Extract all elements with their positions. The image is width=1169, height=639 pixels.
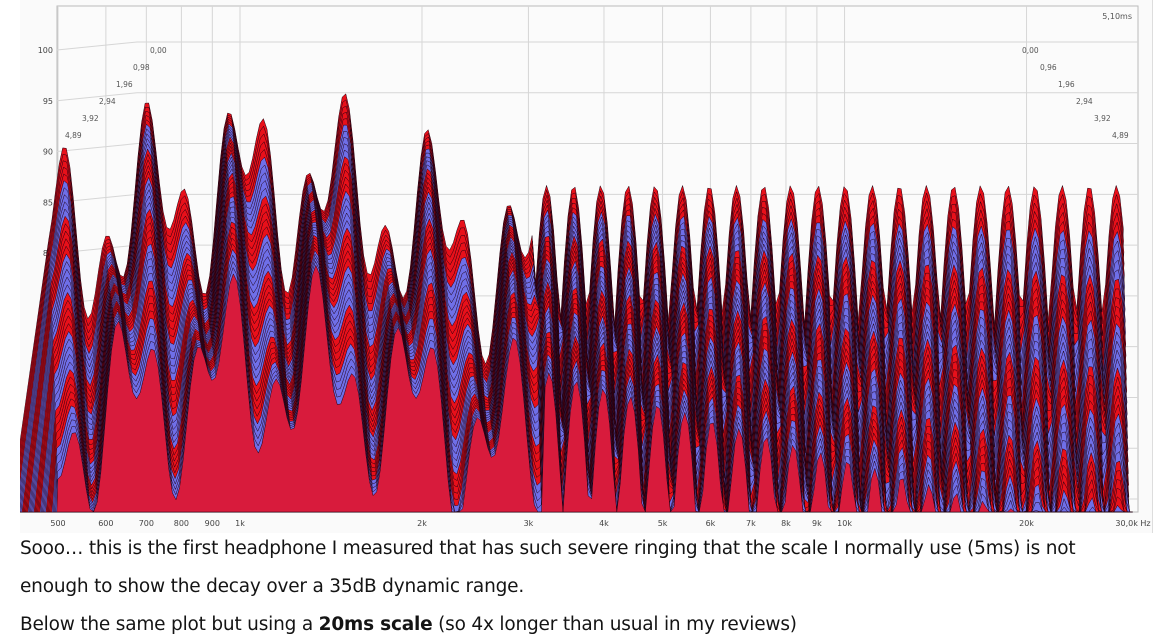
post-text-line-3-start: Below the same plot but using a: [20, 614, 319, 635]
x-tick-label: 5k: [658, 519, 668, 528]
post-text-line-3: Below the same plot but using a 20ms sca…: [20, 614, 797, 635]
x-tick-label: 7k: [746, 519, 756, 528]
x-tick-label: 20k: [1019, 519, 1034, 528]
x-tick-label: 3k: [524, 519, 534, 528]
waterfall-plot-image: 1009590858075706560555006007008009001k2k…: [20, 0, 1153, 533]
x-tick-label: 600: [98, 519, 113, 528]
grid-line-horizontal: [56, 92, 138, 102]
time-label-left: 1,96: [116, 80, 133, 89]
time-label-right: 2,94: [1076, 97, 1093, 106]
x-tick-label: 900: [205, 519, 220, 528]
post-text-line-3-end: (so 4x longer than usual in my reviews): [432, 614, 797, 635]
time-label-right: 4,89: [1112, 131, 1129, 140]
x-tick-label: 9k: [812, 519, 822, 528]
time-span-label: 5,10ms: [1102, 12, 1132, 21]
x-tick-label: 1k: [235, 519, 245, 528]
y-tick-label: 90: [43, 148, 53, 157]
x-tick-label: 2k: [417, 519, 427, 528]
x-tick-label: 10k: [837, 519, 852, 528]
time-label-right: 0,96: [1040, 63, 1057, 72]
x-tick-label: 700: [139, 519, 154, 528]
x-tick-label: 4k: [599, 519, 609, 528]
time-label-left: 2,94: [99, 97, 116, 106]
y-tick-label: 95: [43, 97, 53, 106]
time-label-left: 0,98: [133, 63, 150, 72]
x-tick-label: 8k: [781, 519, 791, 528]
time-label-right: 0,00: [1022, 46, 1039, 55]
time-label-left: 0,00: [150, 46, 167, 55]
post-text-line-1: Sooo… this is the first headphone I meas…: [20, 538, 1076, 559]
y-tick-label: 100: [38, 46, 53, 55]
x-tick-label: 500: [50, 519, 65, 528]
time-label-right: 3,92: [1094, 114, 1111, 123]
post-text-line-2: enough to show the decay over a 35dB dyn…: [20, 576, 524, 597]
x-tick-label: 6k: [706, 519, 716, 528]
grid-line-horizontal: [56, 143, 138, 153]
grid-line-horizontal: [56, 41, 138, 51]
time-label-left: 3,92: [82, 114, 99, 123]
post-text-emphasis: 20ms scale: [318, 614, 433, 635]
time-label-right: 1,96: [1058, 80, 1075, 89]
waterfall-plot: 1009590858075706560555006007008009001k2k…: [20, 5, 1151, 528]
x-tick-label: 30,0k Hz: [1115, 519, 1150, 528]
x-tick-label: 800: [174, 519, 189, 528]
time-label-left: 4,89: [65, 131, 82, 140]
y-tick-label: 85: [43, 198, 53, 207]
waterfall-slice: [56, 264, 1133, 513]
